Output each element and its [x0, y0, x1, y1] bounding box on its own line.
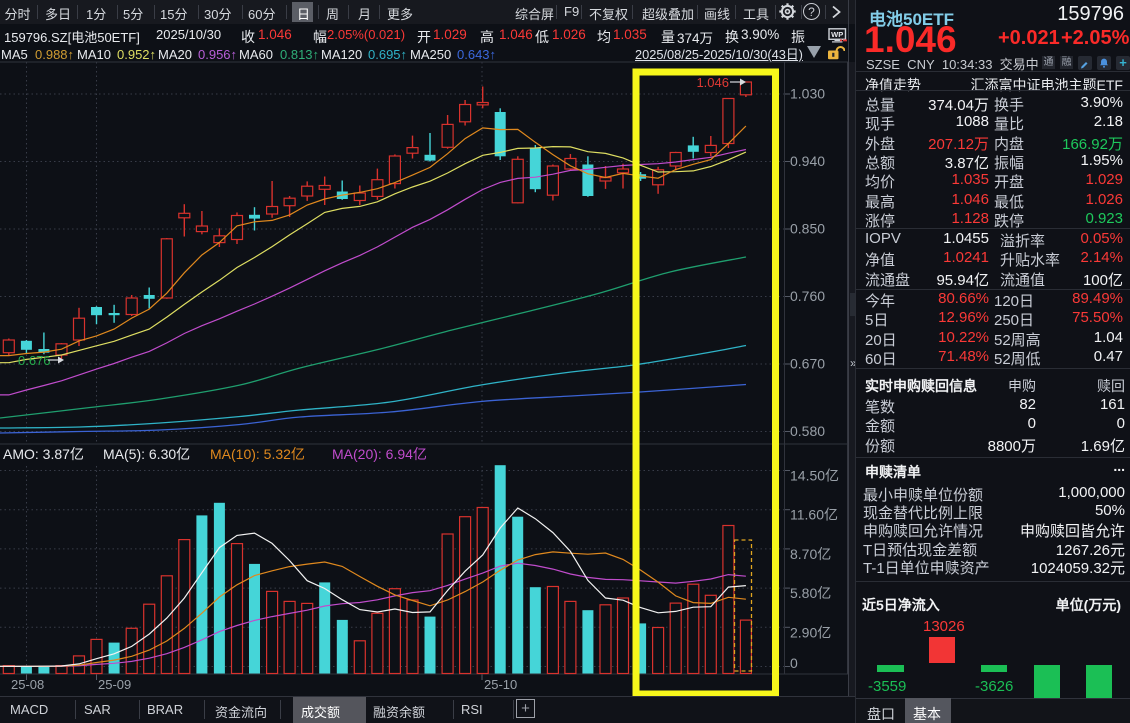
svg-text:25-08: 25-08 — [11, 677, 44, 692]
svg-text:MA(20): 6.94亿: MA(20): 6.94亿 — [332, 446, 427, 462]
svg-text:0.676: 0.676 — [18, 353, 51, 368]
svg-text:2.90亿: 2.90亿 — [790, 624, 831, 640]
svg-text:0.850: 0.850 — [790, 221, 825, 237]
svg-text:0.580: 0.580 — [790, 423, 825, 439]
svg-text:11.60亿: 11.60亿 — [790, 507, 838, 523]
svg-text:0.760: 0.760 — [790, 288, 825, 304]
svg-text:25-09: 25-09 — [98, 677, 131, 692]
svg-text:5.80亿: 5.80亿 — [790, 585, 831, 601]
svg-text:14.50亿: 14.50亿 — [790, 468, 839, 484]
svg-text:AMO: 3.87亿: AMO: 3.87亿 — [3, 446, 84, 462]
svg-text:0: 0 — [790, 655, 798, 671]
svg-text:25-10: 25-10 — [484, 677, 517, 692]
svg-text:1.030: 1.030 — [790, 86, 825, 102]
svg-text:1.046: 1.046 — [696, 75, 729, 90]
svg-text:MA(10): 5.32亿: MA(10): 5.32亿 — [210, 446, 305, 462]
svg-text:8.70亿: 8.70亿 — [790, 546, 831, 562]
svg-text:0.940: 0.940 — [790, 153, 825, 169]
svg-text:WP: WP — [831, 30, 843, 39]
svg-text:MA(5): 6.30亿: MA(5): 6.30亿 — [103, 446, 190, 462]
svg-text:0.670: 0.670 — [790, 356, 825, 372]
